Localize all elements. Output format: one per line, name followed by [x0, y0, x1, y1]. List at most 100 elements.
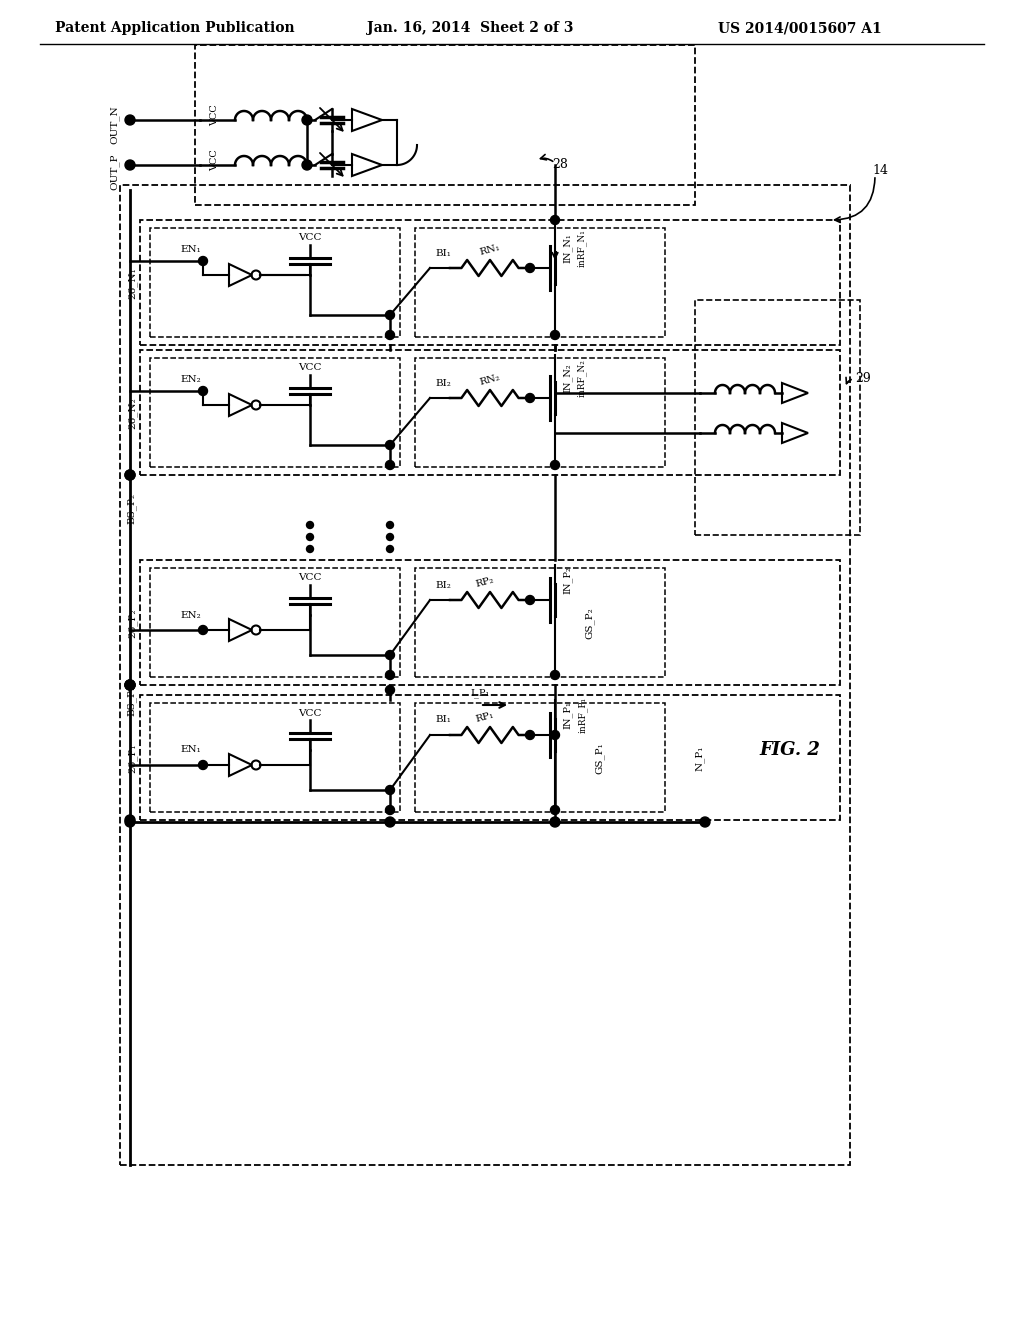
Bar: [140, 696, 840, 820]
Circle shape: [125, 680, 135, 690]
Text: Patent Application Publication: Patent Application Publication: [55, 21, 295, 36]
Circle shape: [551, 330, 559, 339]
Circle shape: [551, 671, 559, 680]
Bar: [140, 220, 840, 345]
Circle shape: [385, 685, 394, 694]
Bar: [195, 45, 695, 205]
Bar: [140, 560, 840, 685]
Circle shape: [385, 671, 394, 680]
Circle shape: [199, 387, 208, 396]
Circle shape: [385, 805, 394, 814]
Circle shape: [385, 785, 394, 795]
Text: 28: 28: [552, 158, 568, 172]
Circle shape: [385, 441, 394, 450]
Text: EN₂: EN₂: [180, 375, 201, 384]
Circle shape: [306, 521, 313, 528]
Text: GS_P₁: GS_P₁: [595, 742, 605, 774]
Text: VCC: VCC: [210, 104, 219, 125]
Text: BS_P₂: BS_P₂: [127, 492, 137, 524]
Text: 14: 14: [872, 164, 888, 177]
Text: inRF_N₁: inRF_N₁: [578, 230, 587, 267]
Text: OUT_N: OUT_N: [111, 106, 120, 144]
Text: BI₂: BI₂: [435, 581, 451, 590]
Circle shape: [306, 533, 313, 540]
Text: inRF_P₁: inRF_P₁: [579, 697, 588, 733]
Text: 26_P₁: 26_P₁: [127, 743, 137, 772]
Text: VCC: VCC: [298, 234, 322, 243]
Text: VCC: VCC: [298, 363, 322, 372]
Text: OUT_P: OUT_P: [111, 153, 120, 190]
Text: 29: 29: [855, 371, 870, 384]
Text: 26_N₂: 26_N₂: [127, 397, 137, 429]
Text: FIG. 2: FIG. 2: [760, 741, 820, 759]
Bar: [150, 568, 400, 677]
Circle shape: [199, 256, 208, 265]
Circle shape: [125, 680, 135, 690]
Circle shape: [525, 264, 535, 272]
Circle shape: [385, 310, 394, 319]
Text: I_P₁: I_P₁: [470, 688, 489, 698]
Text: 26_N₁: 26_N₁: [127, 267, 137, 298]
Circle shape: [551, 730, 559, 739]
Text: BI₁: BI₁: [435, 715, 451, 725]
Text: EN₁: EN₁: [180, 746, 201, 755]
Circle shape: [199, 626, 208, 635]
Bar: [415, 568, 665, 677]
Text: EN₂: EN₂: [180, 610, 201, 619]
Text: inRF_N₂: inRF_N₂: [578, 359, 587, 397]
Text: VCC: VCC: [298, 709, 322, 718]
Circle shape: [385, 461, 394, 470]
Circle shape: [525, 393, 535, 403]
Text: Jan. 16, 2014  Sheet 2 of 3: Jan. 16, 2014 Sheet 2 of 3: [367, 21, 573, 36]
Text: IN_N₂: IN_N₂: [563, 363, 572, 393]
Circle shape: [199, 760, 208, 770]
Bar: [150, 358, 400, 467]
Text: IN_P₂: IN_P₂: [563, 566, 572, 594]
Text: IN_P₁: IN_P₁: [563, 701, 572, 729]
Text: EN₁: EN₁: [180, 246, 201, 255]
Bar: [120, 185, 850, 1166]
Circle shape: [385, 817, 395, 828]
Text: RP₂: RP₂: [475, 576, 496, 589]
Circle shape: [125, 814, 135, 825]
Circle shape: [385, 651, 394, 660]
Circle shape: [551, 461, 559, 470]
Circle shape: [551, 805, 559, 814]
Circle shape: [125, 817, 135, 828]
Circle shape: [386, 533, 393, 540]
Text: RN₁: RN₁: [478, 243, 502, 257]
Circle shape: [525, 595, 535, 605]
Text: BI₁: BI₁: [435, 248, 451, 257]
Text: US 2014/0015607 A1: US 2014/0015607 A1: [718, 21, 882, 36]
Circle shape: [386, 521, 393, 528]
Circle shape: [551, 215, 559, 224]
Text: BS_P₁: BS_P₁: [127, 685, 137, 715]
Circle shape: [302, 115, 312, 125]
Bar: [415, 228, 665, 337]
Text: RN₂: RN₂: [478, 374, 502, 387]
Text: VCC: VCC: [298, 573, 322, 582]
Text: RP₁: RP₁: [475, 710, 496, 723]
Circle shape: [525, 730, 535, 739]
Bar: [150, 228, 400, 337]
Circle shape: [125, 115, 135, 125]
Bar: [140, 350, 840, 475]
Circle shape: [306, 545, 313, 553]
Text: IN_N₁: IN_N₁: [563, 234, 572, 263]
Circle shape: [700, 817, 710, 828]
Text: VCC: VCC: [210, 149, 219, 170]
Text: BI₂: BI₂: [435, 379, 451, 388]
Circle shape: [302, 160, 312, 170]
Bar: [150, 704, 400, 812]
Circle shape: [125, 470, 135, 480]
Circle shape: [550, 817, 560, 828]
Circle shape: [386, 545, 393, 553]
Circle shape: [125, 160, 135, 170]
Bar: [695, 300, 860, 535]
Bar: [415, 358, 665, 467]
Circle shape: [385, 330, 394, 339]
Text: GS_P₂: GS_P₂: [585, 607, 595, 639]
Bar: [415, 704, 665, 812]
Circle shape: [125, 680, 135, 690]
Circle shape: [125, 470, 135, 480]
